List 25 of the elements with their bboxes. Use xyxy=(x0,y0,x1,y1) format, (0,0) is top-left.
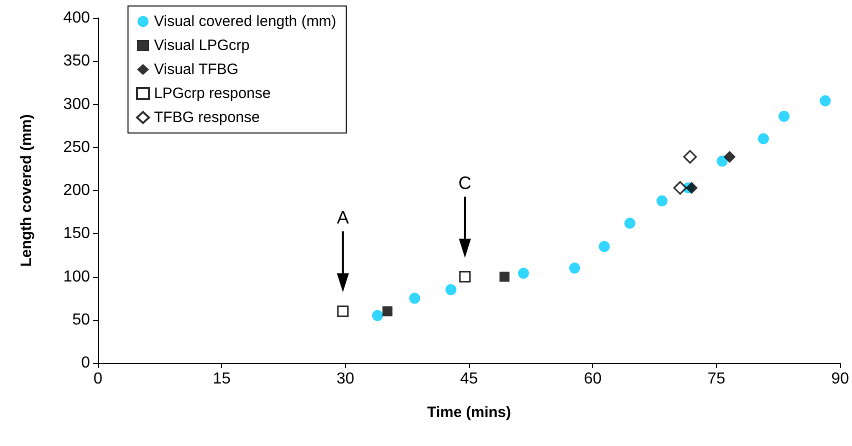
y-tick-label: 200 xyxy=(63,182,90,199)
x-tick-label: 0 xyxy=(94,370,103,388)
y-tick-label: 0 xyxy=(81,354,90,372)
y-tick-label: 350 xyxy=(63,52,90,70)
y-tick-label: 150 xyxy=(63,225,90,242)
legend-label: Visual LPGcrp xyxy=(154,37,250,54)
x-tick-label: 15 xyxy=(212,370,231,388)
legend-label: LPGcrp response xyxy=(154,85,271,102)
y-axis-title: Length covered (mm) xyxy=(18,114,35,267)
y-tick-label: 300 xyxy=(63,96,90,113)
legend-label: Visual TFBG xyxy=(154,61,238,78)
y-tick-label: 100 xyxy=(63,268,90,286)
x-tick-label: 60 xyxy=(584,370,602,388)
y-tick-label: 250 xyxy=(63,138,90,156)
y-tick-label: 50 xyxy=(72,311,90,328)
x-axis-title: Time (mins) xyxy=(427,404,512,421)
annotation: A xyxy=(336,207,349,228)
x-tick-label: 90 xyxy=(831,370,850,388)
annotation: C xyxy=(458,172,472,193)
x-tick-label: 45 xyxy=(460,370,478,388)
x-tick-label: 30 xyxy=(336,370,354,388)
legend-label: Visual covered length (mm) xyxy=(154,13,336,30)
y-tick-label: 400 xyxy=(63,10,90,26)
legend-label: TFBG response xyxy=(154,109,260,126)
x-tick-label: 75 xyxy=(708,370,726,388)
